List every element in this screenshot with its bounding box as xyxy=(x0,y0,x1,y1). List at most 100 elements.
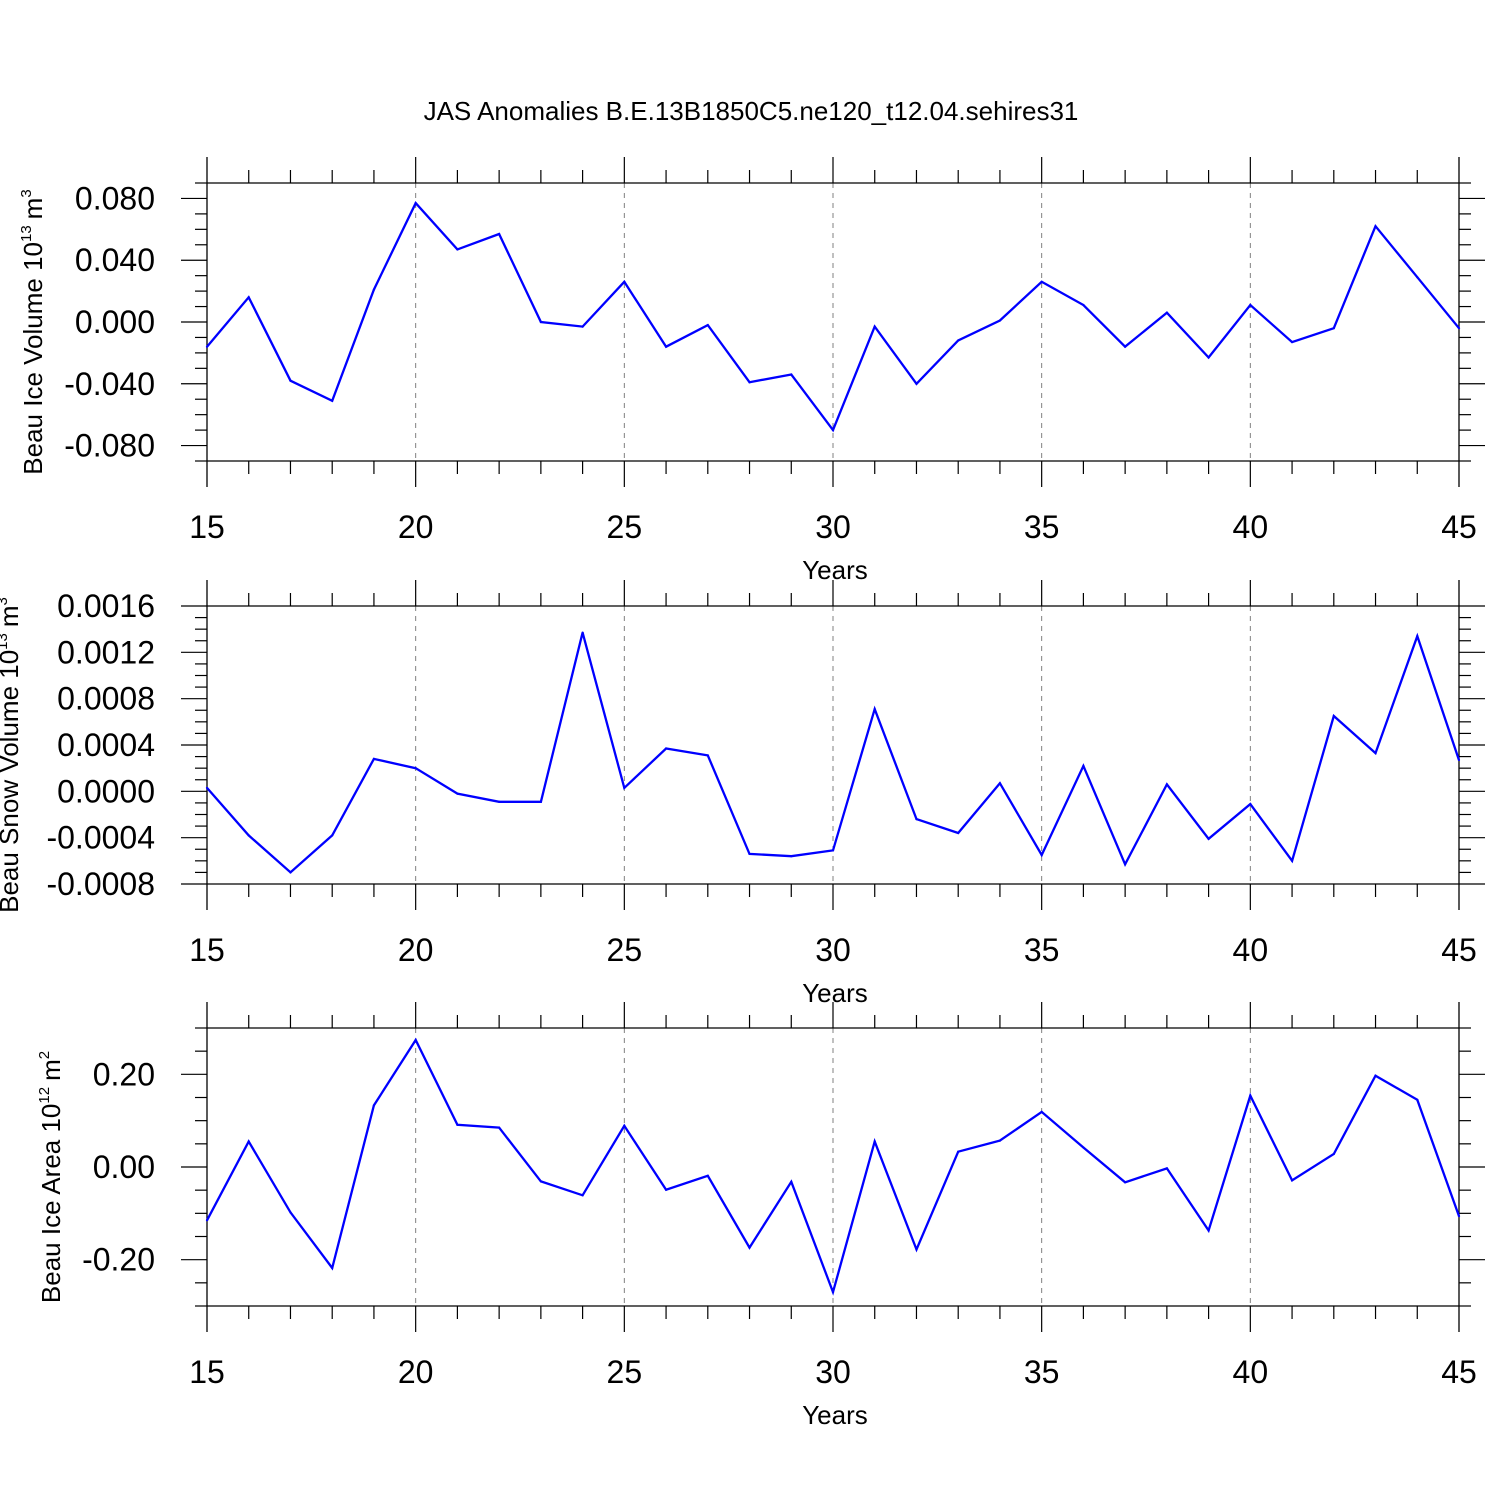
data-point xyxy=(456,1123,459,1126)
data-point xyxy=(414,767,417,770)
data-point xyxy=(1040,280,1043,283)
data-point xyxy=(664,345,668,348)
x-tick-label: 45 xyxy=(1441,1354,1477,1390)
data-point xyxy=(790,373,793,376)
data-point xyxy=(1124,1181,1127,1184)
data-point xyxy=(1124,345,1127,348)
data-point xyxy=(664,1188,668,1191)
y-axis-title-unit: m xyxy=(36,1059,66,1081)
data-point xyxy=(623,1124,626,1127)
data-point xyxy=(831,1291,835,1294)
y-axis-title-exponent: 13 xyxy=(0,633,11,650)
data-point xyxy=(205,1219,209,1222)
data-point xyxy=(372,288,376,291)
x-tick-label: 35 xyxy=(1024,509,1060,545)
y-tick-label: -0.080 xyxy=(64,428,155,464)
y-tick-label: 0.0008 xyxy=(57,681,155,717)
data-point xyxy=(790,855,793,858)
data-point xyxy=(1416,1098,1419,1101)
data-point xyxy=(1165,1167,1168,1170)
x-tick-label: 15 xyxy=(189,509,225,545)
panel-1: 15 20 25 30 35 40 45 0.080 0.040 0.000 -0.040 -0.08… xyxy=(18,157,1485,585)
data-point xyxy=(1457,327,1461,330)
data-point xyxy=(1332,1152,1335,1156)
data-point xyxy=(748,1246,751,1249)
x-tick-label: 25 xyxy=(607,1354,643,1390)
y-axis-title-text: Beau Ice Area 10 xyxy=(36,1104,66,1303)
y-axis-title-unit-exponent: 3 xyxy=(18,189,35,197)
y-axis-title-unit: m xyxy=(18,198,48,220)
data-point xyxy=(456,792,459,795)
figure-title: JAS Anomalies B.E.13B1850C5.ne120_t12.04… xyxy=(424,96,1079,126)
x-tick-label: 15 xyxy=(189,1354,225,1390)
data-point xyxy=(748,381,751,384)
x-tick-label: 40 xyxy=(1233,509,1269,545)
data-point xyxy=(1082,764,1085,767)
data-point xyxy=(915,818,918,821)
data-point xyxy=(1249,303,1252,307)
x-tick-label: 30 xyxy=(815,509,851,545)
data-point xyxy=(1457,758,1461,762)
data-point xyxy=(748,852,751,855)
x-tick-label: 40 xyxy=(1233,1354,1269,1390)
y-axis-title-text: Beau Ice Volume 10 xyxy=(18,242,48,475)
y-axis-title: Beau Ice Area 1012 m2 xyxy=(36,1051,66,1303)
data-point xyxy=(957,339,960,342)
x-tick-label: 30 xyxy=(815,932,851,968)
x-axis-title: Years xyxy=(802,978,868,1008)
x-tick-label: 40 xyxy=(1233,932,1269,968)
data-point xyxy=(706,754,709,757)
data-point xyxy=(706,323,709,327)
x-tick-label: 45 xyxy=(1441,509,1477,545)
data-point xyxy=(581,631,584,634)
y-tick-label: 0.0000 xyxy=(57,773,155,809)
data-point xyxy=(831,429,835,432)
data-point xyxy=(998,1139,1002,1142)
y-axis-title-unit: m xyxy=(0,605,24,627)
data-point xyxy=(831,849,835,852)
data-point xyxy=(915,1248,918,1251)
data-point xyxy=(873,1140,876,1143)
data-point xyxy=(664,747,668,750)
data-point xyxy=(581,325,584,328)
data-point xyxy=(289,1211,292,1214)
data-point xyxy=(873,325,876,328)
data-point xyxy=(414,1038,417,1042)
data-point xyxy=(998,319,1002,322)
x-axis-title: Years xyxy=(802,1400,868,1430)
panels: 15 20 25 30 35 40 45 0.080 0.040 0.000 -0.040 -0.08… xyxy=(0,157,1485,1430)
data-point xyxy=(247,296,250,299)
data-point xyxy=(539,320,542,324)
data-point xyxy=(498,1126,501,1129)
y-tick-label: -0.0008 xyxy=(46,866,155,902)
y-axis-title-unit-exponent: 3 xyxy=(0,597,11,605)
data-point xyxy=(1040,853,1043,857)
data-point xyxy=(957,1150,960,1153)
data-point xyxy=(915,382,918,385)
x-tick-label: 20 xyxy=(398,1354,434,1390)
data-point xyxy=(205,345,209,348)
data-point xyxy=(1207,1229,1210,1232)
data-point xyxy=(1374,225,1377,228)
data-point xyxy=(1165,783,1168,786)
data-point xyxy=(1082,1146,1085,1149)
data-point xyxy=(289,379,292,382)
x-tick-label: 35 xyxy=(1024,1354,1060,1390)
x-tick-label: 20 xyxy=(398,509,434,545)
data-point xyxy=(205,786,209,789)
data-point xyxy=(1249,1094,1252,1097)
data-point xyxy=(1207,837,1210,840)
y-axis-title-exponent: 13 xyxy=(18,225,35,242)
data-point xyxy=(1207,356,1210,359)
data-point xyxy=(1124,863,1127,866)
data-point xyxy=(1249,802,1252,806)
data-point xyxy=(623,786,626,789)
y-tick-label: 0.040 xyxy=(75,242,155,278)
y-axis-title-text: Beau Snow Volume 10 xyxy=(0,650,24,913)
data-point xyxy=(372,1104,376,1107)
data-point xyxy=(498,232,501,236)
data-point xyxy=(1332,327,1335,330)
y-tick-label: 0.0016 xyxy=(57,588,155,624)
y-tick-label: 0.080 xyxy=(75,180,155,216)
